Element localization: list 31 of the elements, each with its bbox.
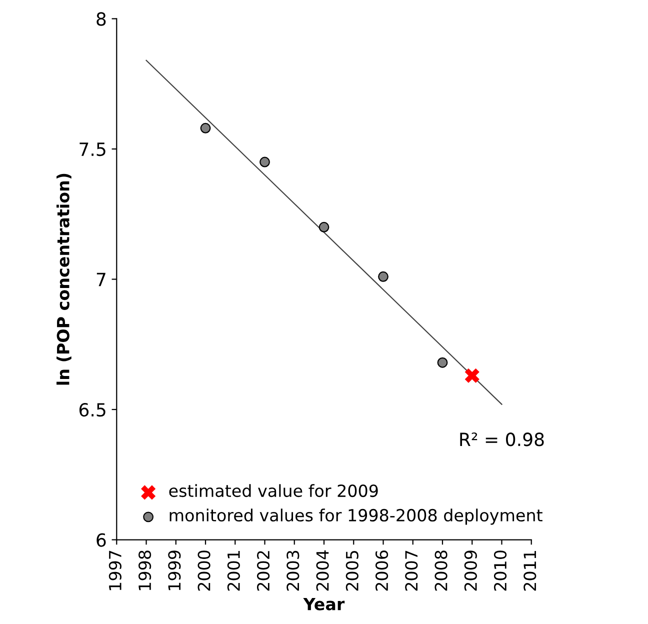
x-tick-label: 2005: [346, 550, 358, 591]
y-tick-label: 8: [96, 12, 106, 26]
y-tick-label: 6: [96, 533, 106, 547]
x-tick-label: 2008: [434, 550, 448, 591]
x-tick-label: 2004: [316, 550, 329, 591]
x-tick-label: 2002: [256, 551, 270, 591]
x-tick-label: 2003: [286, 550, 300, 591]
point: [437, 357, 448, 368]
x-tick-label: 2006: [375, 550, 388, 591]
x-tick-label: 2011: [524, 551, 536, 591]
x-tick-label: 2007: [405, 550, 418, 591]
point: [318, 222, 330, 232]
point: [260, 156, 270, 168]
x-tick-label: 1999: [168, 550, 181, 590]
point: [378, 271, 388, 282]
x-tick-label: 1997: [108, 550, 122, 590]
y-tick-label: 7.5: [80, 142, 106, 156]
legend-label: estimated value for 2009: [169, 484, 378, 498]
x-tick-label: 1998: [138, 550, 152, 590]
x-tick-label: 2010: [494, 550, 507, 591]
point: [200, 122, 211, 134]
x-tick-label: 2009: [464, 550, 477, 591]
y-axis-title: ln (POP concentration): [56, 174, 72, 385]
y-tick-label: 6.5: [79, 402, 106, 417]
x-tick-label: 2001: [227, 551, 240, 591]
legend-label: monitored values for 1998-2008 deployment: [170, 508, 542, 525]
x-tick-label: 2000: [198, 550, 210, 591]
y-tick-label: 7: [96, 272, 106, 286]
annotation: R² = 0.98: [460, 432, 544, 446]
x-axis-title: Year: [303, 598, 345, 610]
point: [464, 368, 480, 383]
